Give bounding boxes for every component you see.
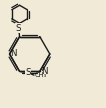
Text: S: S bbox=[25, 68, 31, 77]
Text: N: N bbox=[11, 49, 17, 59]
Text: N: N bbox=[41, 67, 47, 76]
Text: S: S bbox=[16, 24, 21, 33]
Text: CH₃: CH₃ bbox=[34, 72, 47, 78]
